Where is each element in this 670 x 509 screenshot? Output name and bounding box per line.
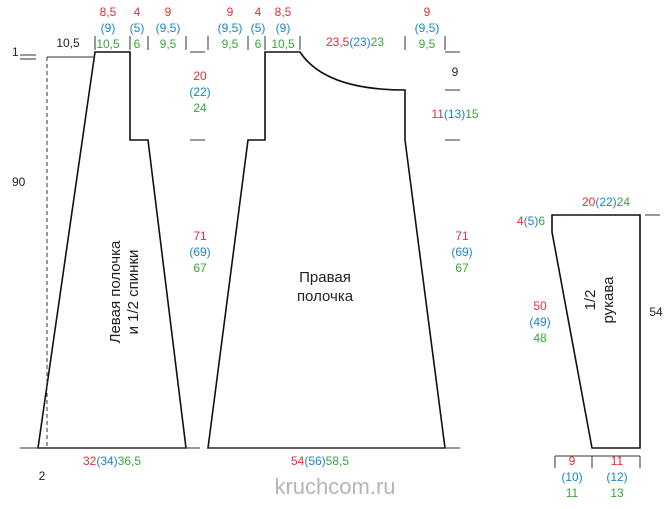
label: 9 <box>452 65 459 79</box>
label: 2 <box>39 469 46 483</box>
size-value: (12) <box>606 470 627 484</box>
size-value: 15 <box>465 107 479 121</box>
size-value: 6 <box>538 214 545 228</box>
piece-label: 1/2рукава <box>582 276 617 324</box>
size-value: (5) <box>130 21 145 35</box>
size-value: (69) <box>189 245 210 259</box>
piece-line: Левая полочка <box>107 240 124 343</box>
size-label: 9 (9,5) 9,5 <box>156 5 181 51</box>
size-value: 4 <box>255 5 262 19</box>
size-value: 8,5 <box>275 5 292 19</box>
piece-label: Левая полочкаи 1/2 спинки <box>107 240 142 343</box>
size-value: (49) <box>529 315 550 329</box>
size-value: 6 <box>255 37 262 51</box>
size-value: 6 <box>134 37 141 51</box>
size-value: 20 <box>193 69 207 83</box>
piece-line: Правая <box>299 269 351 286</box>
piece-line: 1/2 <box>582 290 599 311</box>
size-value: (69) <box>451 245 472 259</box>
size-value: (9,5) <box>415 21 440 35</box>
size-value: (56) <box>304 454 325 468</box>
piece-line: полочка <box>297 288 354 305</box>
size-value: 9 <box>424 5 431 19</box>
size-label: 23,5(23)23 <box>326 35 384 49</box>
size-label: 8,5 (9) 10,5 <box>96 5 120 51</box>
size-label: 71 (69) 67 <box>451 229 472 275</box>
piece-line: рукава <box>600 276 617 324</box>
size-label: 9 (10) 11 <box>561 454 582 500</box>
size-value: (34) <box>96 454 117 468</box>
size-value: (5) <box>251 21 266 35</box>
size-value: (9) <box>101 21 116 35</box>
size-label: 32(34)36,5 <box>83 454 141 468</box>
size-value: 11 <box>431 107 444 121</box>
size-value: 50 <box>533 299 547 313</box>
piece-line: и 1/2 спинки <box>125 250 142 335</box>
size-value: 9 <box>227 5 234 19</box>
size-value: (22) <box>595 195 616 209</box>
size-value: 54 <box>291 454 305 468</box>
size-value: (10) <box>561 470 582 484</box>
size-value: 9,5 <box>160 37 177 51</box>
size-value: (5) <box>524 214 539 228</box>
right-front-outline <box>207 51 446 449</box>
size-value: 9 <box>569 454 576 468</box>
piece-label: Правая полочка <box>297 269 354 305</box>
size-value: 24 <box>193 101 207 115</box>
size-value: 4 <box>134 5 141 19</box>
guides <box>20 36 660 468</box>
size-value: 4 <box>517 214 524 228</box>
size-label: 4 (5) 6 <box>251 5 266 51</box>
size-value: 10,5 <box>96 37 120 51</box>
size-label: 9 (9,5) 9,5 <box>218 5 243 51</box>
size-label: 4(5)6 <box>517 214 545 228</box>
size-value: 32 <box>83 454 97 468</box>
size-value: 11 <box>566 486 579 500</box>
size-value: 8,5 <box>100 5 117 19</box>
watermark: kruchcom.ru <box>274 474 395 499</box>
label: 54 <box>649 305 663 319</box>
size-value: 71 <box>193 229 207 243</box>
size-value: 48 <box>533 331 547 345</box>
size-label: 8,5 (9) 10,5 <box>271 5 295 51</box>
label: 90 <box>12 175 26 189</box>
size-value: (13) <box>444 107 465 121</box>
size-value: 9,5 <box>222 37 239 51</box>
size-value: (9) <box>276 21 291 35</box>
size-label: 9 (9,5) 9,5 <box>415 5 440 51</box>
size-value: 13 <box>610 486 624 500</box>
size-value: 23,5 <box>326 35 350 49</box>
size-label: 20 (22) 24 <box>189 69 210 115</box>
sleeve-outline <box>551 214 641 449</box>
size-value: 71 <box>455 229 469 243</box>
size-value: (9,5) <box>218 21 243 35</box>
size-value: 24 <box>617 195 631 209</box>
size-value: (23) <box>349 35 370 49</box>
size-value: (22) <box>189 85 210 99</box>
size-label: 4 (5) 6 <box>130 5 145 51</box>
size-value: 67 <box>455 261 469 275</box>
size-value: 20 <box>582 195 596 209</box>
label: 10,5 <box>56 36 80 50</box>
size-value: 58,5 <box>326 454 350 468</box>
size-value: (9,5) <box>156 21 181 35</box>
size-value: 9,5 <box>419 37 436 51</box>
size-value: 67 <box>193 261 207 275</box>
size-value: 9 <box>165 5 172 19</box>
size-value: 10,5 <box>271 37 295 51</box>
size-label: 20(22)24 <box>582 195 630 209</box>
size-value: 36,5 <box>118 454 142 468</box>
size-value: 23 <box>371 35 385 49</box>
size-label: 11 (12) 13 <box>606 454 627 500</box>
size-value: 11 <box>611 454 624 468</box>
label: 1 <box>12 45 19 59</box>
size-label: 54(56)58,5 <box>291 454 349 468</box>
size-label: 11(13)15 <box>431 107 478 121</box>
size-label: 71 (69) 67 <box>189 229 210 275</box>
size-label: 50 (49) 48 <box>529 299 550 345</box>
